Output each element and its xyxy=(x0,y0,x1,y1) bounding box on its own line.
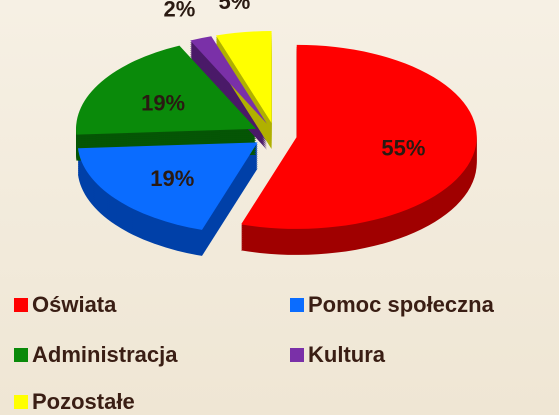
legend-label: Oświata xyxy=(32,292,117,317)
legend-swatch xyxy=(14,395,28,409)
data-label: 19% xyxy=(141,91,185,116)
slice xyxy=(190,36,267,124)
legend-swatch xyxy=(14,348,28,362)
legend-label: Pozostałe xyxy=(32,389,135,414)
data-label: 55% xyxy=(381,135,425,160)
legend-swatch xyxy=(14,298,28,312)
slice xyxy=(215,31,272,124)
slice xyxy=(77,142,258,230)
legend-swatch xyxy=(290,298,304,312)
slice xyxy=(241,44,477,229)
legend-label: Administracja xyxy=(32,342,178,367)
legend-label: Kultura xyxy=(308,342,386,367)
slice xyxy=(76,45,257,135)
data-label: 19% xyxy=(150,166,194,191)
legend-label: Pomoc społeczna xyxy=(308,292,495,317)
legend-swatch xyxy=(290,348,304,362)
data-label: 5% xyxy=(218,0,250,14)
data-label: 2% xyxy=(164,0,196,22)
